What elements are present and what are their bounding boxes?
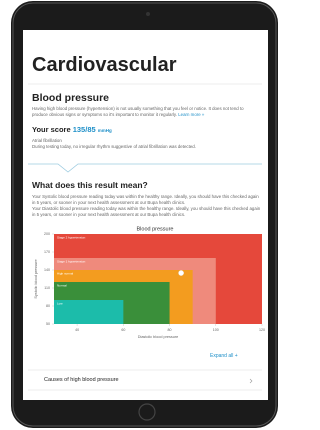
region-label: Normal	[57, 283, 67, 287]
y-tick-label: 200	[44, 232, 50, 236]
intro-text: Having high blood pressure (hypertension…	[32, 106, 244, 117]
region-label: Low	[57, 301, 63, 305]
af-text: During testing today, no irregular rhyth…	[32, 144, 260, 150]
region	[54, 300, 123, 324]
y-axis-label: Systolic blood pressure	[34, 259, 38, 298]
result-paragraph: Your Diastolic blood pressure reading to…	[32, 206, 262, 217]
result-title: What does this result mean?	[32, 180, 148, 190]
x-tick-label: 120	[259, 328, 265, 332]
chart-title: Blood pressure	[137, 226, 174, 232]
page-title: Cardiovascular	[32, 54, 177, 77]
y-tick-label: 80	[46, 304, 50, 308]
page: Cardiovascular Blood pressure Having hig…	[0, 0, 288, 430]
x-tick-label: 100	[213, 328, 219, 332]
intro: Having high blood pressure (hypertension…	[32, 106, 260, 117]
result-paragraph: Your Systolic blood pressure reading tod…	[32, 194, 262, 205]
score-label: Your score	[32, 125, 71, 134]
section-title: Blood pressure	[32, 92, 109, 104]
region-label: High normal	[57, 271, 74, 275]
y-tick-label: 170	[44, 250, 50, 254]
learn-more[interactable]: Learn more »	[178, 112, 204, 117]
chart: Blood pressure 50 80 110 140 170 200 40 60 80 100…	[30, 224, 266, 346]
expand-all[interactable]: Expand all +	[210, 353, 238, 359]
x-axis-label: Diastolic blood pressure	[138, 335, 179, 339]
af-title: Atrial fibrillation	[32, 138, 260, 144]
reading-point	[179, 270, 184, 275]
x-tick-label: 60	[121, 328, 125, 332]
accordion-item[interactable]: Causes of high blood pressure	[44, 377, 119, 383]
region-label: Stage 2 hypertension	[57, 235, 86, 239]
score: Your score 135/85 mmHg	[32, 125, 112, 134]
x-tick-label: 40	[75, 328, 79, 332]
region-label: Stage 1 hypertension	[57, 259, 86, 263]
y-tick-label: 50	[46, 322, 50, 326]
score-unit: mmHg	[98, 128, 112, 133]
y-tick-label: 140	[44, 268, 50, 272]
y-tick-label: 110	[44, 286, 50, 290]
x-tick-label: 80	[168, 328, 172, 332]
score-value: 135/85	[73, 125, 96, 134]
